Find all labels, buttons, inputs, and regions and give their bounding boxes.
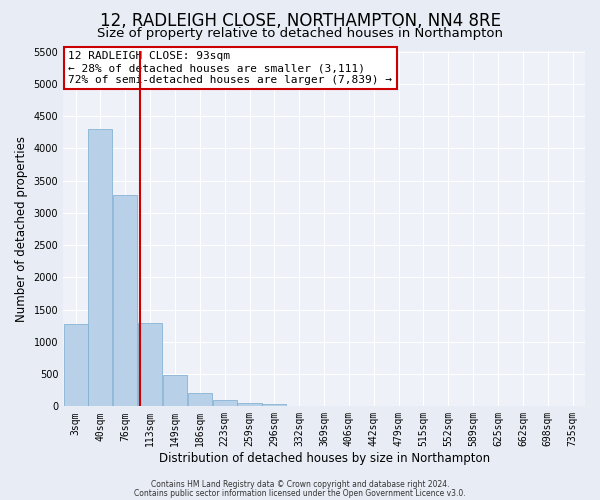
Text: 12, RADLEIGH CLOSE, NORTHAMPTON, NN4 8RE: 12, RADLEIGH CLOSE, NORTHAMPTON, NN4 8RE [100, 12, 500, 30]
Bar [64, 324, 88, 406]
Bar [88, 129, 112, 406]
Bar [238, 403, 262, 406]
Text: Size of property relative to detached houses in Northampton: Size of property relative to detached ho… [97, 28, 503, 40]
X-axis label: Distribution of detached houses by size in Northampton: Distribution of detached houses by size … [158, 452, 490, 465]
Bar [163, 376, 187, 406]
Bar [188, 393, 212, 406]
Text: 12 RADLEIGH CLOSE: 93sqm
← 28% of detached houses are smaller (3,111)
72% of sem: 12 RADLEIGH CLOSE: 93sqm ← 28% of detach… [68, 52, 392, 84]
Bar [262, 404, 286, 406]
Bar [138, 323, 162, 406]
Text: Contains public sector information licensed under the Open Government Licence v3: Contains public sector information licen… [134, 488, 466, 498]
Bar [212, 400, 237, 406]
Text: Contains HM Land Registry data © Crown copyright and database right 2024.: Contains HM Land Registry data © Crown c… [151, 480, 449, 489]
Y-axis label: Number of detached properties: Number of detached properties [15, 136, 28, 322]
Bar [113, 194, 137, 406]
